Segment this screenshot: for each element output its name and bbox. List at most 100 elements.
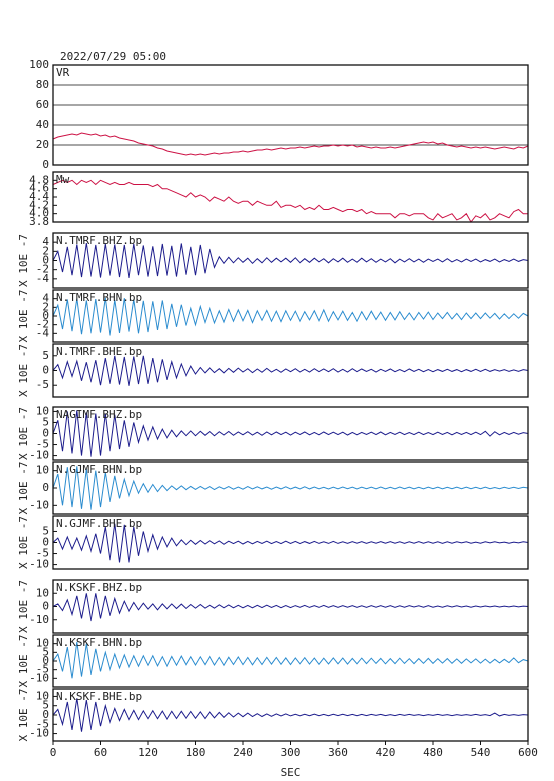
y-tick-label: 4 bbox=[42, 292, 49, 305]
y-tick-label: 10 bbox=[36, 689, 49, 702]
y-tick-label: 40 bbox=[36, 118, 49, 131]
y-tick-label: -5 bbox=[36, 378, 49, 391]
y-axis-label: X 10E -7 bbox=[17, 290, 30, 343]
x-tick-label: 180 bbox=[186, 746, 206, 759]
y-tick-label: 0 bbox=[42, 427, 49, 440]
trace-line bbox=[52, 297, 529, 336]
panel-label: N.TMRF.BHE.bp bbox=[56, 345, 142, 358]
y-tick-label: 0 bbox=[42, 309, 49, 322]
panel-label: Mw bbox=[56, 173, 70, 186]
x-tick-label: 120 bbox=[138, 746, 158, 759]
y-axis-label: X 10E -7 bbox=[17, 580, 30, 633]
y-tick-label: 10 bbox=[36, 637, 49, 650]
y-tick-label: 3.8 bbox=[29, 215, 49, 228]
x-tick-label: 240 bbox=[233, 746, 253, 759]
y-axis-label: X 10E -7 bbox=[17, 234, 30, 287]
chart-title: 2022/07/29 05:00 bbox=[60, 50, 166, 63]
trace-line bbox=[52, 243, 529, 278]
y-tick-label: 4.6 bbox=[29, 182, 49, 195]
panel-label: VR bbox=[56, 66, 70, 79]
y-tick-label: -4 bbox=[36, 272, 50, 285]
y-tick-label: 5 bbox=[42, 524, 49, 537]
x-tick-label: 600 bbox=[518, 746, 538, 759]
panel-frame bbox=[52, 515, 529, 570]
x-axis-label: SEC bbox=[281, 766, 301, 779]
trace-line bbox=[52, 466, 529, 510]
x-tick-label: 480 bbox=[423, 746, 443, 759]
trace-line bbox=[52, 698, 529, 732]
panel-frame bbox=[52, 171, 529, 223]
y-tick-label: -5 bbox=[36, 438, 49, 451]
y-tick-label: -10 bbox=[29, 449, 49, 462]
panel-frame bbox=[52, 461, 529, 515]
y-tick-label: -10 bbox=[29, 671, 49, 684]
y-axis-label: X 10E -7 bbox=[17, 516, 30, 569]
y-tick-label: 0 bbox=[42, 254, 49, 267]
x-tick-label: 300 bbox=[281, 746, 301, 759]
y-tick-label: 10 bbox=[36, 404, 49, 417]
y-tick-label: 2 bbox=[42, 300, 49, 313]
y-tick-label: 20 bbox=[36, 138, 49, 151]
panel-label: N.KSKF.BHZ.bp bbox=[56, 581, 142, 594]
panel-label: N.GJMF.BHE.bp bbox=[56, 517, 142, 530]
panel-frame bbox=[52, 232, 529, 289]
y-tick-label: 10 bbox=[36, 586, 49, 599]
y-tick-label: 80 bbox=[36, 78, 49, 91]
y-tick-label: -10 bbox=[29, 558, 49, 571]
panel-frame bbox=[52, 343, 529, 398]
y-tick-label: 0 bbox=[42, 158, 49, 171]
y-tick-label: -10 bbox=[29, 727, 49, 740]
y-tick-label: 5 bbox=[42, 349, 49, 362]
y-tick-label: 100 bbox=[29, 58, 49, 71]
panel-frame bbox=[52, 406, 529, 461]
trace-line bbox=[52, 410, 529, 457]
y-tick-label: 0 bbox=[42, 536, 49, 549]
y-tick-label: 4.4 bbox=[29, 190, 49, 203]
panel-label: N.GJMF.BHN.bp bbox=[56, 463, 142, 476]
y-axis-label: X 10E -7 bbox=[17, 689, 30, 742]
y-tick-label: -5 bbox=[36, 663, 49, 676]
y-tick-label: -2 bbox=[36, 318, 49, 331]
y-tick-label: -10 bbox=[29, 613, 49, 626]
y-axis-label: X 10E -7 bbox=[17, 407, 30, 460]
y-tick-label: 5 bbox=[42, 415, 49, 428]
panel-frame bbox=[52, 289, 529, 343]
y-tick-label: 0 bbox=[42, 654, 49, 667]
x-tick-label: 0 bbox=[50, 746, 57, 759]
x-tick-label: 420 bbox=[376, 746, 396, 759]
y-tick-label: 4.8 bbox=[29, 173, 49, 186]
y-axis-label: X 10E -7 bbox=[17, 344, 30, 397]
y-tick-label: 4.0 bbox=[29, 207, 49, 220]
y-tick-label: 4 bbox=[42, 235, 49, 248]
trace-line bbox=[52, 132, 529, 156]
y-tick-label: -5 bbox=[36, 717, 49, 730]
y-tick-label: -2 bbox=[36, 263, 49, 276]
y-tick-label: -10 bbox=[29, 498, 49, 511]
trace-line bbox=[52, 641, 529, 679]
trace-line bbox=[52, 179, 528, 223]
y-axis-label: X 10E -7 bbox=[17, 635, 30, 688]
y-tick-label: -4 bbox=[36, 326, 50, 339]
x-tick-label: 60 bbox=[94, 746, 107, 759]
y-tick-label: 60 bbox=[36, 98, 49, 111]
y-tick-label: 4.2 bbox=[29, 198, 49, 211]
x-tick-label: 540 bbox=[471, 746, 491, 759]
panel-label: N.TMRF.BHN.bp bbox=[56, 291, 142, 304]
trace-line bbox=[52, 355, 529, 386]
y-tick-label: 2 bbox=[42, 244, 49, 257]
panel-label: N.KSKF.BHE.bp bbox=[56, 690, 142, 703]
y-tick-label: 10 bbox=[36, 464, 49, 477]
y-tick-label: 0 bbox=[42, 364, 49, 377]
y-tick-label: 0 bbox=[42, 600, 49, 613]
y-tick-label: 0 bbox=[42, 708, 49, 721]
trace-line bbox=[52, 593, 529, 622]
y-tick-label: -5 bbox=[36, 547, 49, 560]
panel-label: NAGIMF.BHZ.bp bbox=[56, 408, 142, 421]
panel-label: N.TMRF.BHZ.bp bbox=[56, 234, 142, 247]
x-tick-label: 360 bbox=[328, 746, 348, 759]
trace-line bbox=[52, 523, 529, 563]
y-tick-label: 5 bbox=[42, 699, 49, 712]
y-tick-label: 0 bbox=[42, 481, 49, 494]
y-axis-label: X 10E -7 bbox=[17, 462, 30, 515]
